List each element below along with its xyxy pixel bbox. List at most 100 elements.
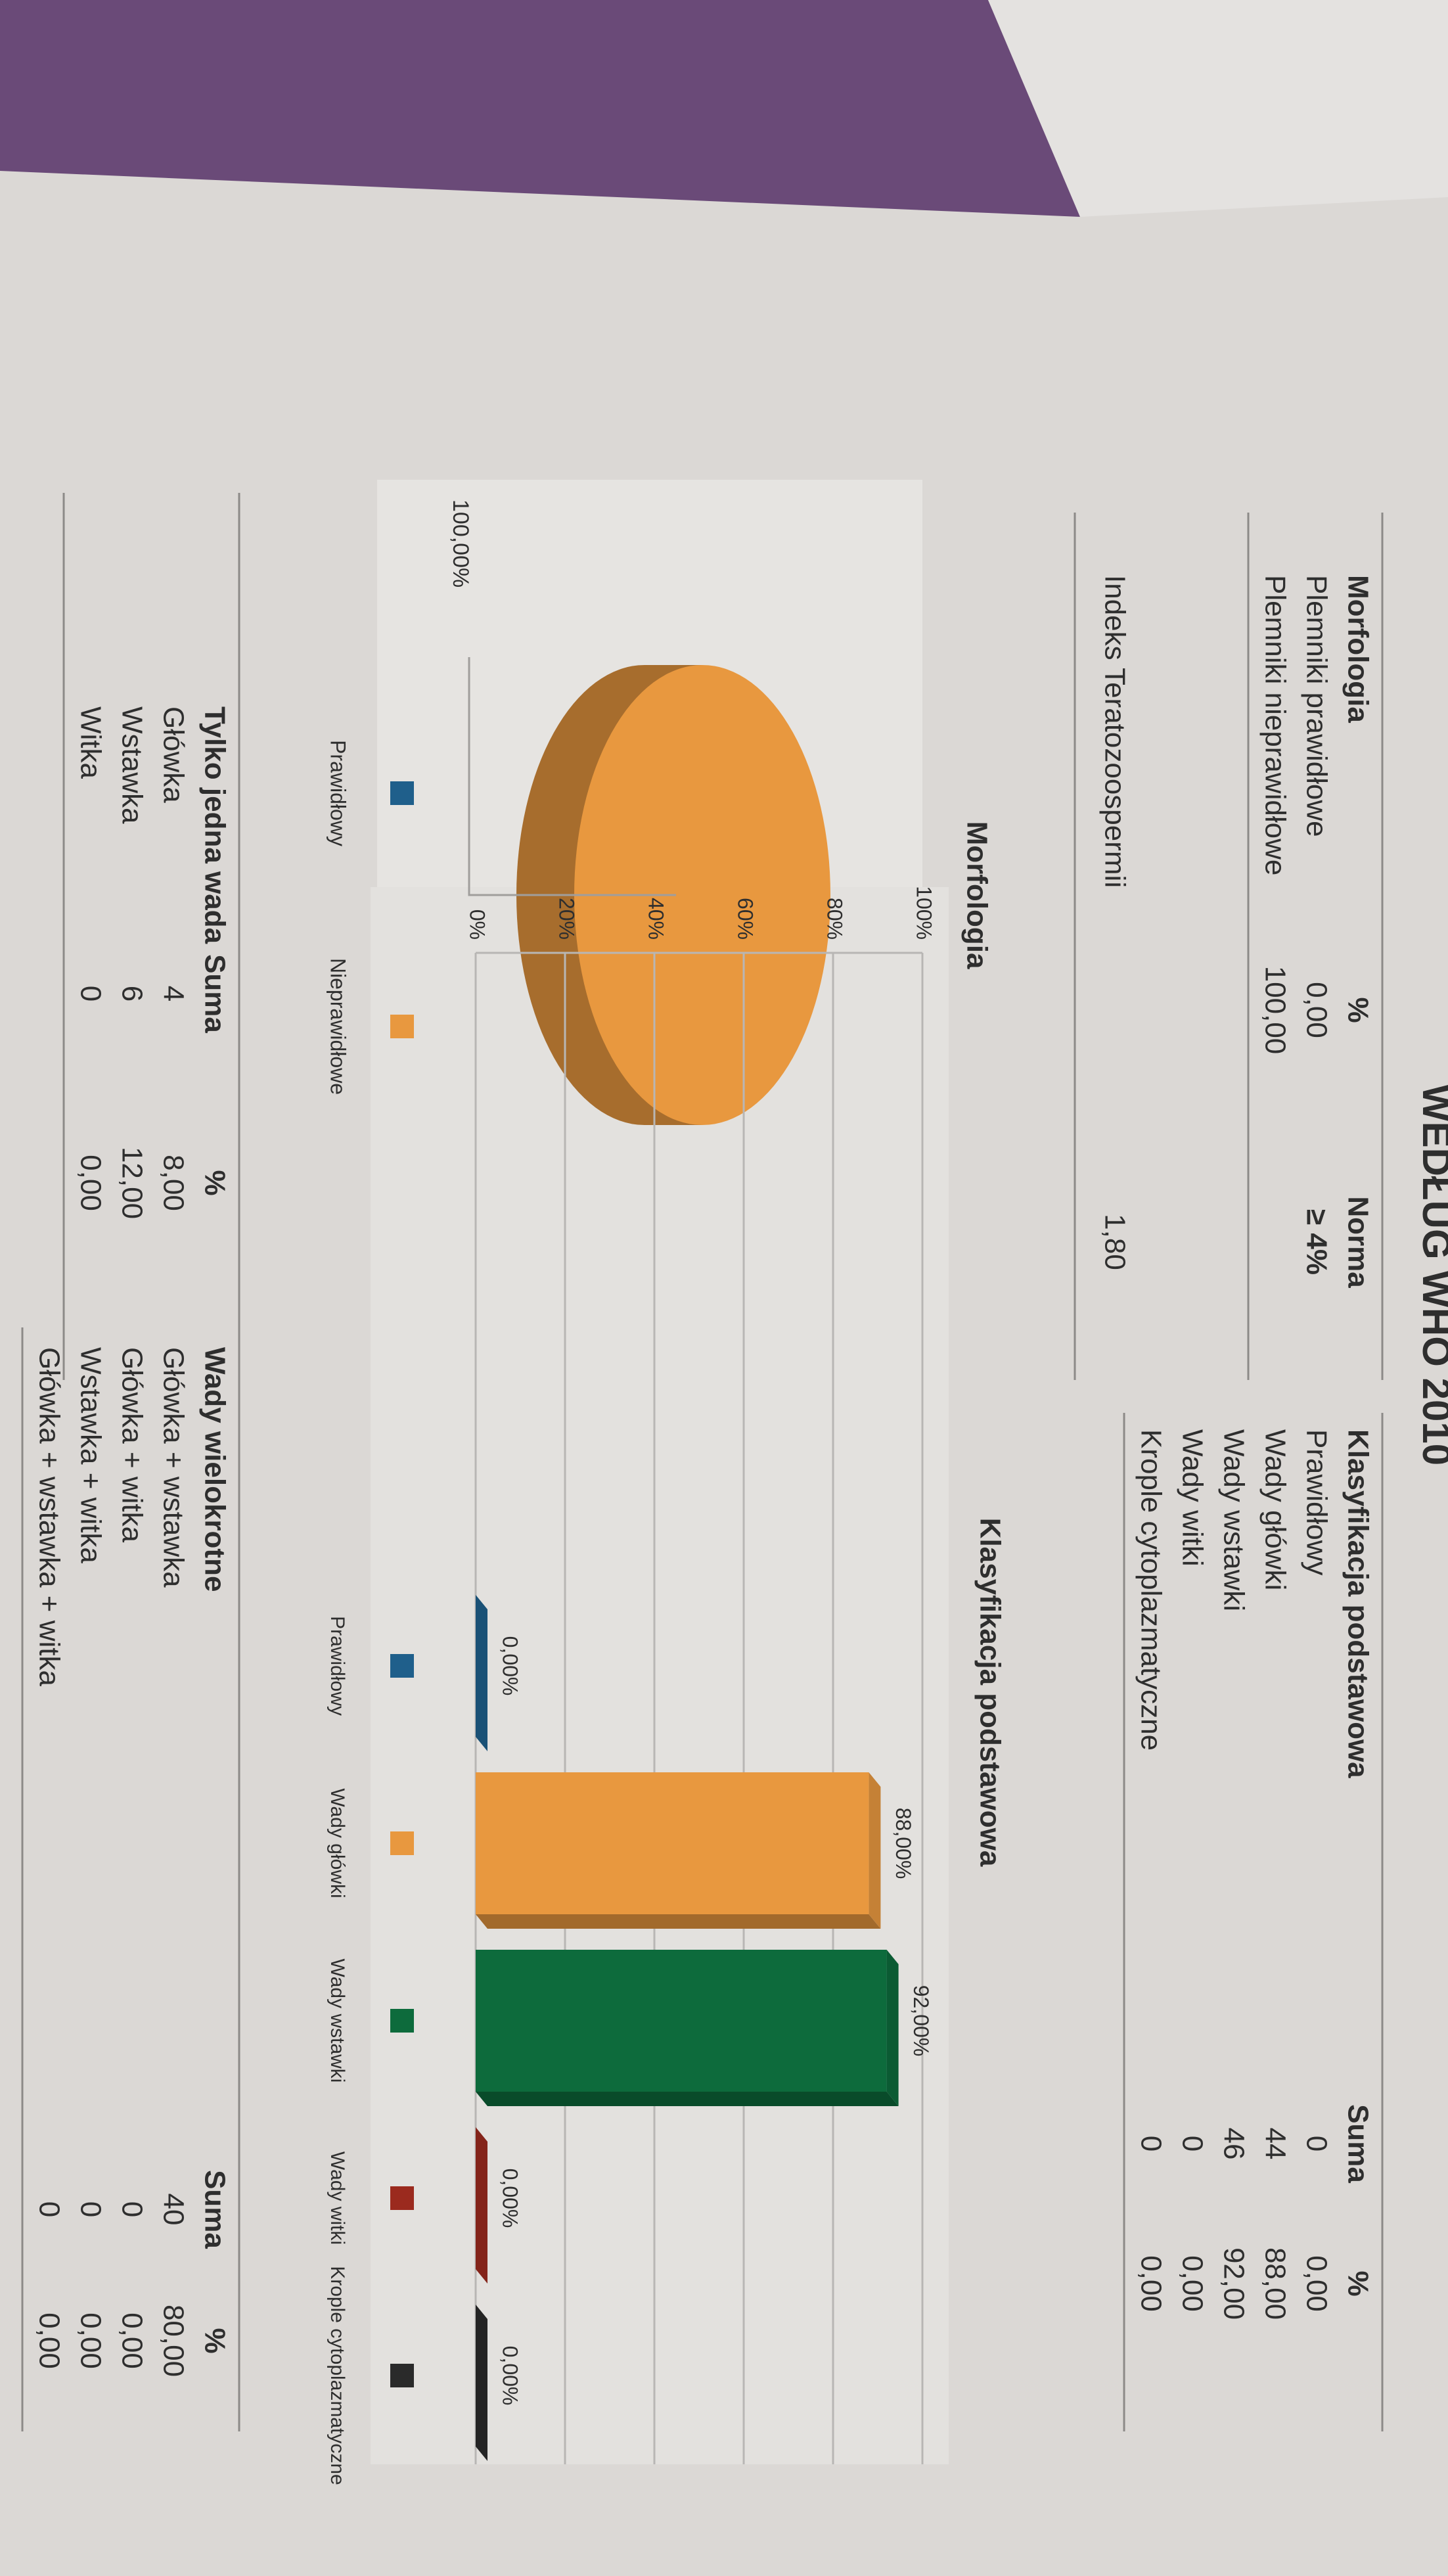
table-header: Suma — [198, 2170, 231, 2249]
table-cell: Wady witki — [1176, 1429, 1208, 1567]
table-cell: ≥ 4% — [1300, 1209, 1332, 1275]
table-header: Suma — [198, 954, 231, 1033]
table-cell: Główka — [157, 706, 189, 803]
chart-title: Klasyfikacja podstawowa — [974, 1518, 1006, 1867]
table-cell: 0,00 — [1300, 2255, 1332, 2312]
table-cell: 0 — [1300, 2136, 1332, 2151]
legend-swatch — [390, 1654, 414, 1678]
table-header: Wady wielokrotne — [198, 1347, 231, 1592]
legend-swatch — [390, 1015, 414, 1038]
table-cell: 0,00 — [116, 2312, 148, 2369]
table-cell: Plemniki nieprawidłowe — [1259, 575, 1291, 875]
leader-line — [468, 657, 676, 896]
legend-label: Prawidłowy — [327, 1616, 348, 1716]
table-cell: 0 — [116, 2201, 148, 2217]
table-cell: 0 — [1135, 2136, 1167, 2151]
pie-slice — [574, 665, 830, 1125]
bar-top — [886, 1950, 899, 2106]
table-cell: Prawidłowy — [1300, 1429, 1332, 1576]
table-cell: 44 — [1259, 2128, 1291, 2160]
table-cell: 0,00 — [33, 2312, 65, 2369]
bar-side — [476, 1914, 881, 1929]
table-cell: 0,00 — [1135, 2255, 1167, 2312]
bar-top — [476, 2127, 487, 2284]
legend-swatch — [390, 781, 414, 805]
table-header: Norma — [1342, 1196, 1374, 1288]
table-cell: 0,00 — [74, 2312, 106, 2369]
table-cell: 88,00 — [1259, 2247, 1291, 2320]
table-cell: 80,00 — [157, 2305, 189, 2377]
legend-label: Krople cytoplazmatyczne — [327, 2266, 348, 2485]
value-label: 88,00% — [892, 1808, 915, 1879]
table-cell: 0 — [1176, 2136, 1208, 2151]
legend-label: Nieprawidłowe — [327, 958, 350, 1095]
table-cell: Plemniki prawidłowe — [1300, 575, 1332, 837]
page-header: WEDŁUG WHO 2010 — [1414, 1084, 1448, 1465]
table-header: Tylko jedna wada — [198, 706, 231, 944]
table-cell: 46 — [1217, 2128, 1250, 2160]
legend-swatch — [390, 2009, 414, 2033]
table-header: Klasyfikacja podstawowa — [1342, 1429, 1374, 1778]
table-cell: Wady wstawki — [1217, 1429, 1250, 1611]
bar-side — [476, 2092, 899, 2106]
table-cell: Główka + witka — [116, 1347, 148, 1543]
table-cell: 92,00 — [1217, 2247, 1250, 2320]
y-tick-label: 20% — [555, 898, 579, 940]
bar — [476, 1772, 869, 1914]
table-cell: 0,00 — [1176, 2255, 1208, 2312]
index-label: Indeks Teratozoospermii — [1098, 575, 1131, 888]
table-cell: 40 — [157, 2194, 189, 2226]
table-cell: Wstawka + witka — [74, 1347, 106, 1563]
table-header: Morfologia — [1342, 575, 1374, 723]
background-cloth — [0, 0, 1080, 217]
table-header: % — [198, 1170, 231, 1195]
table-header: % — [1342, 2270, 1374, 2296]
table-cell: Główka + wstawka + witka — [33, 1347, 65, 1686]
legend-swatch — [390, 1831, 414, 1855]
value-label: 0,00% — [499, 1636, 522, 1696]
legend-label: Wady główki — [327, 1788, 348, 1898]
table-cell: 12,00 — [116, 1147, 148, 1219]
legend-label: Wady witki — [327, 2151, 348, 2245]
bar — [476, 1950, 887, 2092]
table-cell: 6 — [116, 986, 148, 1001]
table-cell: 100,00 — [1259, 966, 1291, 1055]
y-tick-label: 60% — [734, 898, 758, 940]
table-cell: 4 — [157, 986, 189, 1001]
table-cell: 0,00 — [1300, 982, 1332, 1038]
y-tick-label: 0% — [466, 909, 489, 940]
y-tick-label: 100% — [913, 886, 936, 940]
legend-label: Prawidłowy — [327, 740, 350, 846]
table-cell: Witka — [74, 706, 106, 779]
table-cell: 0 — [33, 2201, 65, 2217]
value-label: 92,00% — [909, 1985, 933, 2057]
table-cell: 8,00 — [157, 1155, 189, 1211]
table-cell: Główka + wstawka — [157, 1347, 189, 1588]
value-label: 0,00% — [499, 2169, 522, 2228]
table-header: % — [1342, 997, 1374, 1023]
bar-top — [476, 1595, 487, 1751]
table-header: Suma — [1342, 2104, 1374, 2183]
y-tick-label: 40% — [645, 898, 668, 940]
value-label: 100,00% — [448, 499, 473, 587]
chart-title: Morfologia — [961, 821, 993, 969]
legend-swatch — [390, 2364, 414, 2387]
table-cell: 0,00 — [74, 1155, 106, 1211]
legend-swatch — [390, 2186, 414, 2210]
bar-top — [476, 2305, 487, 2461]
table-cell: 0 — [74, 2201, 106, 2217]
bar-top — [869, 1772, 881, 1929]
y-tick-label: 80% — [823, 898, 847, 940]
background-sheet — [988, 0, 1448, 217]
table-cell: Krople cytoplazmatyczne — [1135, 1429, 1167, 1751]
index-value: 1,80 — [1098, 1214, 1131, 1270]
table-cell: 0 — [74, 986, 106, 1001]
table-cell: Wady główki — [1259, 1429, 1291, 1590]
value-label: 0,00% — [499, 2346, 522, 2406]
table-cell: Wstawka — [116, 706, 148, 824]
table-header: % — [198, 2328, 231, 2353]
legend-label: Wady wstawki — [327, 1959, 348, 2083]
